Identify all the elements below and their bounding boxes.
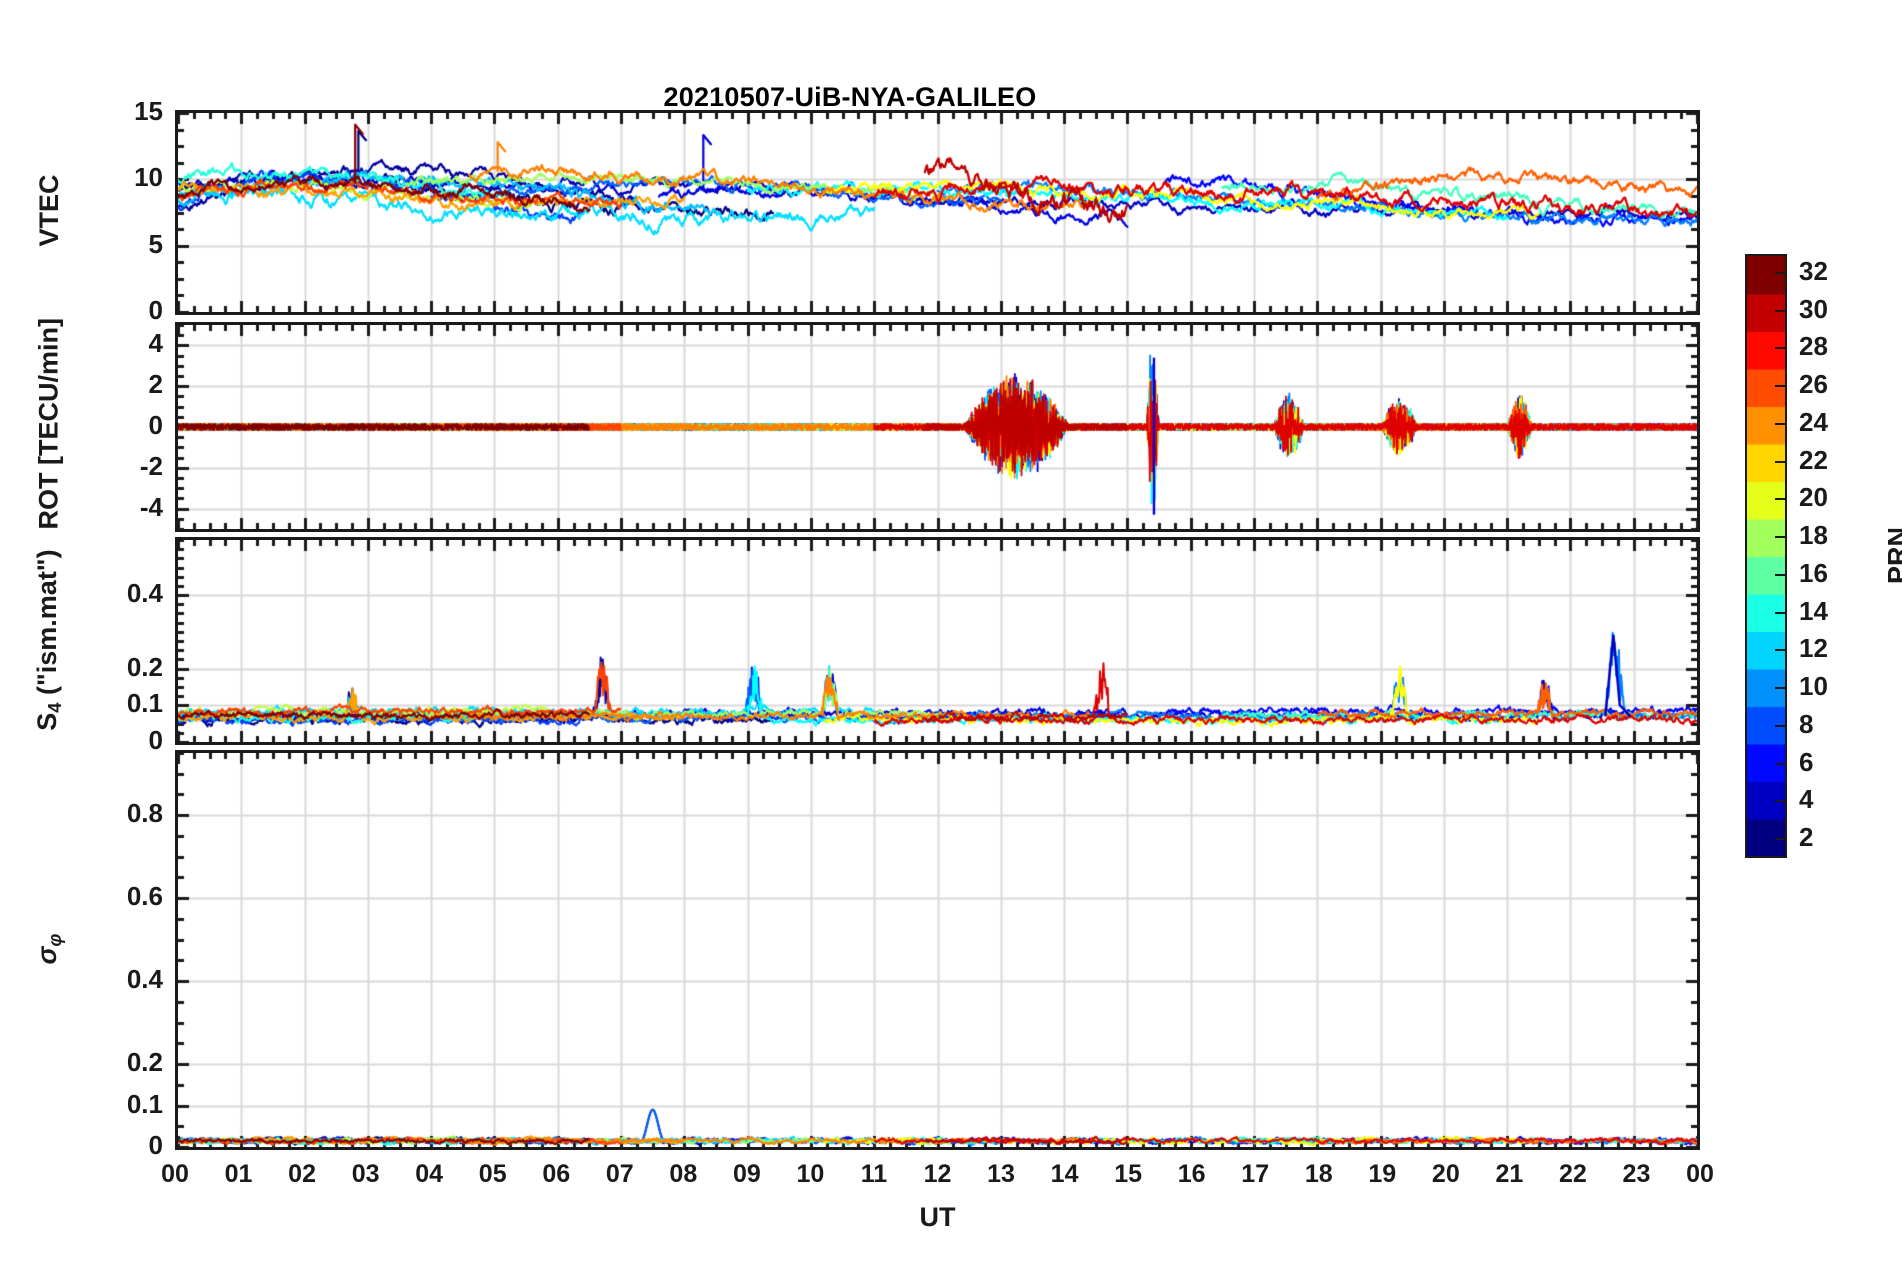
colorbar-tick-label: 28 [1799,331,1828,362]
colorbar-tick-label: 14 [1799,595,1828,626]
colorbar-tick-label: 4 [1799,784,1814,815]
x-tick-label: 20 [1431,1160,1460,1188]
y-axis-label-rot: ROT [TECU/min] [33,318,64,530]
y-tick-label-rot: 0 [148,410,163,440]
colorbar-tick-mark [1775,611,1785,614]
x-tick-label: 12 [923,1160,952,1188]
colorbar-tick-mark [1775,271,1785,274]
x-tick-label: 05 [478,1160,507,1188]
colorbar-label: PRN [1882,527,1902,585]
colorbar-tick-label: 18 [1799,520,1828,551]
x-axis-label: UT [919,1202,956,1232]
colorbar-tick-label: 16 [1799,557,1828,588]
panel-vtec [175,110,1700,315]
x-tick-label: 17 [1241,1160,1270,1188]
y-tick-label-s4: 0 [148,725,163,755]
x-tick-label: 15 [1114,1160,1143,1188]
x-tick-label: 00 [1686,1160,1714,1188]
colorbar-tick-mark [1775,649,1785,652]
y-tick-label-rot: 2 [148,369,163,400]
panel-sigma-phi [175,750,1700,1150]
y-tick-label-sigmaphi: 0.8 [126,798,163,829]
y-tick-label-vtec: 10 [134,162,163,193]
y-axis-label-sigma-phi: σφ [31,933,66,965]
colorbar-tick-label: 6 [1799,746,1814,777]
y-tick-label-s4: 0.4 [126,578,163,609]
colorbar-tick-mark [1775,460,1785,463]
y-tick-label-vtec: 15 [134,96,163,126]
page-title: 20210507-UiB-NYA-GALILEO [663,82,1037,112]
colorbar-tick-label: 22 [1799,444,1828,475]
y-tick-label-rot: -2 [139,450,163,481]
y-axis-label-s4: S4 ("ism.mat") [31,549,66,731]
x-tick-label: 13 [987,1160,1015,1188]
colorbar-tick-mark [1775,536,1785,539]
x-tick-label: 02 [288,1160,316,1188]
y-tick-label-sigmaphi: 0 [148,1130,163,1160]
x-tick-label: 01 [224,1160,253,1188]
y-tick-label-s4: 0.1 [126,688,163,719]
colorbar-tick-mark [1775,498,1785,501]
colorbar-tick-label: 32 [1799,255,1828,286]
x-tick-label: 18 [1304,1160,1333,1188]
colorbar-tick-mark [1775,800,1785,803]
x-tick-label: 06 [542,1160,571,1188]
y-tick-label-vtec: 5 [148,228,163,259]
colorbar-tick-mark [1775,838,1785,841]
x-tick-label: 04 [415,1160,444,1188]
x-tick-label: 14 [1050,1160,1079,1188]
y-tick-label-s4: 0.2 [126,651,163,682]
y-tick-label-sigmaphi: 0.6 [126,881,163,912]
x-tick-label: 19 [1368,1160,1397,1188]
colorbar-tick-label: 2 [1799,822,1814,853]
x-tick-label: 10 [796,1160,825,1188]
y-axis-label-vtec: VTEC [33,174,64,247]
colorbar-tick-label: 10 [1799,671,1828,702]
x-tick-label: 07 [605,1160,634,1188]
x-tick-label: 11 [860,1160,888,1188]
colorbar-tick-mark [1775,422,1785,425]
colorbar-tick-mark [1775,385,1785,388]
colorbar-tick-label: 30 [1799,293,1828,324]
panel-s4 [175,537,1700,745]
x-tick-label: 22 [1559,1160,1587,1188]
y-tick-label-sigmaphi: 0.1 [126,1088,163,1119]
colorbar-tick-label: 24 [1799,406,1828,437]
colorbar-tick-label: 12 [1799,633,1828,664]
y-tick-label-sigmaphi: 0.2 [126,1047,163,1078]
x-tick-label: 00 [161,1160,189,1188]
panel-rot [175,322,1700,532]
x-tick-label: 09 [732,1160,761,1188]
colorbar-tick-label: 20 [1799,482,1828,513]
colorbar-tick-mark [1775,347,1785,350]
x-tick-label: 16 [1177,1160,1206,1188]
colorbar [1745,254,1787,858]
colorbar-tick-mark [1775,573,1785,576]
colorbar-tick-label: 26 [1799,369,1828,400]
colorbar-tick-mark [1775,724,1785,727]
y-tick-label-rot: -4 [139,491,163,522]
x-tick-label: 08 [669,1160,698,1188]
x-tick-label: 23 [1622,1160,1651,1188]
y-tick-label-sigmaphi: 0.4 [126,964,163,995]
x-tick-label: 03 [351,1160,380,1188]
colorbar-tick-mark [1775,687,1785,690]
colorbar-tick-mark [1775,309,1785,312]
y-tick-label-vtec: 0 [148,295,163,325]
colorbar-tick-mark [1775,762,1785,765]
colorbar-tick-label: 8 [1799,708,1814,739]
x-tick-label: 21 [1495,1160,1524,1188]
y-tick-label-rot: 4 [148,328,163,359]
